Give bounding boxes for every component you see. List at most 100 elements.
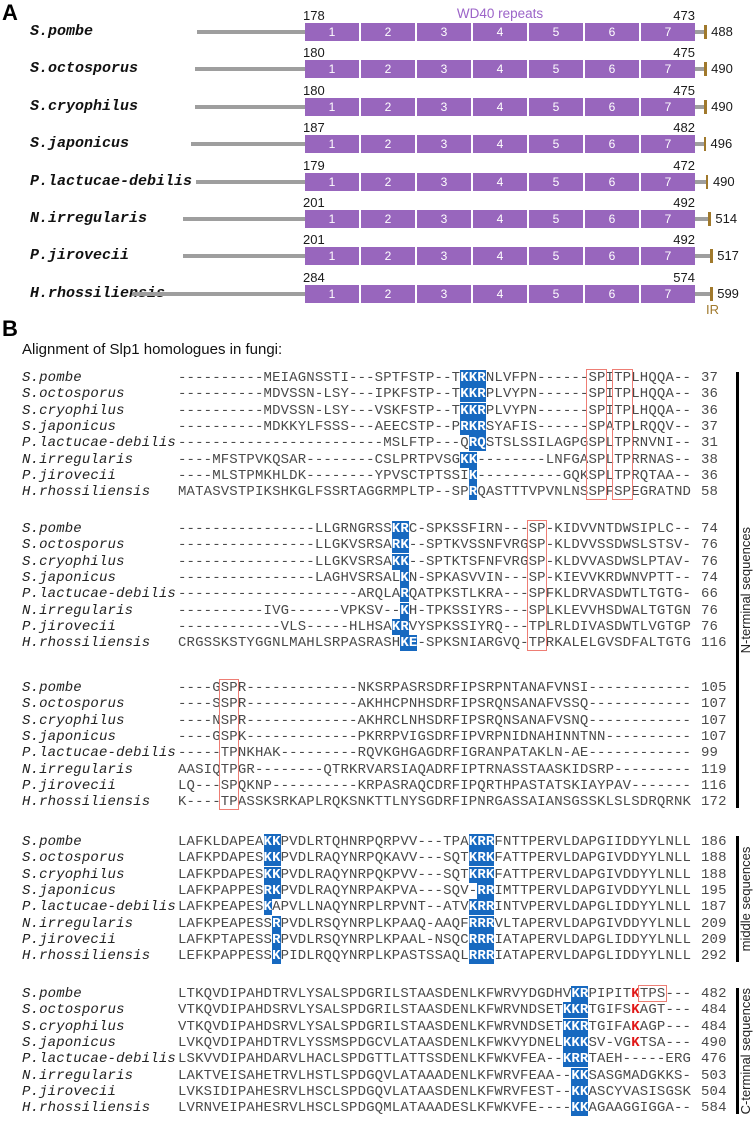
sequence-segment: FATTPERVLDAPGIVDDYYLNLL bbox=[494, 850, 692, 867]
alignment-row: S.japonicus LAFKPAPPESRKPVDLRAQYNRPAKPVA-… bbox=[0, 882, 754, 899]
tail-line bbox=[695, 67, 705, 72]
sequence-text: ----SSPR-------------AKHHCPNHSDRFIPSRQNS… bbox=[178, 696, 691, 712]
residue-number: 36 bbox=[701, 386, 719, 403]
sequence-segment: LAFKPEAPES bbox=[178, 899, 264, 916]
conserved-basic-residues: KK bbox=[571, 1067, 589, 1084]
sequence-segment: TGIFA bbox=[588, 1018, 632, 1035]
sequence-segment: VTKQVDIPAHDSRVLYSALSPDGRILSTAASDENLKFWRV… bbox=[178, 1018, 563, 1035]
alignment-row: P.jirovecii LAFKPTAPESSRPVDLRSQYNRPLKPAAL… bbox=[0, 931, 754, 948]
species-name: S.pombe bbox=[22, 986, 82, 1002]
species-name: S.japonicus bbox=[30, 135, 130, 153]
wd40-repeat-segment: 1 bbox=[305, 135, 359, 154]
sequence-text: ----MFSTPVKQSAR--------CSLPRTPVSGKK-----… bbox=[178, 451, 691, 468]
sequence-segment: ----GSPR-------------NKSRPASRSDRFIPSRPNT… bbox=[178, 680, 692, 696]
residue-number: 503 bbox=[701, 1067, 727, 1084]
sequence-segment: -----TPNKHAK---------RQVKGHGAGDRFIGRANPA… bbox=[178, 745, 692, 762]
tail-line bbox=[695, 291, 711, 296]
protein-backbone-line bbox=[182, 217, 305, 221]
sequence-segment: IATAPERVLDAPGLIDDYYLNLL bbox=[494, 948, 692, 965]
wd40-repeat-segment: 4 bbox=[473, 60, 527, 79]
sequence-text: ----GSPR-------------NKSRPASRSDRFIPSRPNT… bbox=[178, 680, 691, 696]
conserved-basic-residues: KKR bbox=[460, 386, 486, 403]
wd40-repeat-segment: 2 bbox=[361, 23, 415, 41]
wd40-repeat-segment: 7 bbox=[641, 23, 695, 41]
species-name: P.jirovecii bbox=[22, 777, 117, 794]
wd40-repeat-segment: 6 bbox=[585, 97, 639, 116]
species-name: P.lactucae-debilis bbox=[22, 586, 176, 603]
sequence-segment: ----------IVG------VPKSV-- bbox=[178, 602, 401, 619]
wd40-repeat-segment: 7 bbox=[641, 284, 695, 303]
protein-length-number: 490 bbox=[711, 61, 733, 77]
sequence-text: CRGSSKSTYGGNLMAHLSRPASRASHKE-SPKSNIARGVQ… bbox=[178, 635, 692, 652]
sequence-segment: LAFKPEAPESS bbox=[178, 915, 273, 932]
wd40-repeat-segment: 4 bbox=[473, 135, 527, 154]
residue-number: 76 bbox=[701, 602, 719, 619]
species-name: P.lactucae-debilis bbox=[22, 1051, 176, 1068]
conserved-basic-residues: R bbox=[468, 484, 478, 501]
sequence-segment: -SPKSNIARGVQ-TPRKALELGVSDFALTGTG bbox=[417, 635, 692, 652]
species-name: H.rhossiliensis bbox=[22, 1100, 151, 1117]
conserved-basic-residues: KRR bbox=[468, 834, 495, 850]
wd40-repeat-segment: 4 bbox=[473, 284, 527, 303]
wd40-repeat-segment: 5 bbox=[529, 247, 583, 266]
sequence-segment: --SPTKVSSNFVRGSP-KLDVVSSDWSLSTSV- bbox=[408, 537, 692, 554]
alignment-row: S.octosporus LAFKPDAPESKKPVDLRAQYNRPQKAVV… bbox=[0, 850, 754, 867]
region-side-label: C-terminal sequences bbox=[738, 987, 753, 1115]
sequence-text: LVKQVDIPAHDTRVLYSSMSPDGCVLATAASDENLKFWKV… bbox=[178, 1034, 691, 1051]
sequence-segment: IATAPERVLDAPGLIDDYYLNLL bbox=[494, 931, 692, 948]
alignment-row: P.jirovecii ------------VLS-----HLHSAKRVY… bbox=[0, 618, 754, 635]
sequence-segment: ----SSPR-------------AKHHCPNHSDRFIPSRQNS… bbox=[178, 696, 692, 713]
domain-end-number: 492 bbox=[673, 195, 695, 210]
alignment-row: H.rhossiliensis K----TPASSKSRKAPLRQKSNKTT… bbox=[0, 794, 754, 810]
sequence-text: ----------IVG------VPKSV--KH-TPKSSIYRS--… bbox=[178, 602, 691, 619]
sequence-segment: ----------MDVSSN-LSY---IPKFSTP--T bbox=[178, 386, 461, 403]
terminus-tick bbox=[704, 99, 707, 114]
sequence-text: ----------MDVSSN-LSY---VSKFSTP--TKKRPLVY… bbox=[178, 402, 691, 419]
wd40-repeat-segment: 2 bbox=[361, 135, 415, 154]
conserved-basic-residues: KK bbox=[460, 451, 478, 468]
sequence-text: ---------------------ARQLARQATPKSTLKRA--… bbox=[178, 586, 691, 603]
alignment-row: S.cryophilus ----NSPR-------------AKHRCLN… bbox=[0, 713, 754, 729]
residue-number: 292 bbox=[701, 948, 727, 965]
species-name: S.octosporus bbox=[30, 60, 139, 78]
species-name: S.pombe bbox=[22, 680, 82, 696]
terminus-tick bbox=[705, 174, 709, 189]
alignment-row: S.pombe LTKQVDIPAHDTRVLYSALSPDGRILSTAASDE… bbox=[0, 986, 754, 1002]
terminus-tick bbox=[710, 286, 713, 301]
conserved-basic-residues: K bbox=[263, 899, 273, 916]
residue-number: 31 bbox=[701, 435, 719, 452]
species-name: S.japonicus bbox=[22, 418, 117, 435]
species-name: S.octosporus bbox=[22, 850, 125, 867]
conserved-basic-residues: RK bbox=[263, 882, 281, 899]
residue-number: 490 bbox=[701, 1034, 727, 1051]
sequence-segment: AGAAGGIGGA-- bbox=[588, 1100, 692, 1117]
wd40-repeat-segment: 7 bbox=[641, 172, 695, 191]
conserved-basic-residues: KRR bbox=[562, 1051, 589, 1068]
conserved-basic-residues: RRR bbox=[468, 915, 495, 932]
terminus-tick bbox=[704, 62, 707, 77]
residue-number: 74 bbox=[701, 569, 719, 586]
sequence-segment: FATTPERVLDAPGIVDDYYLNLL bbox=[494, 866, 692, 883]
sequence-segment: FNTTPERVLDAPGIIDDYYLNLL bbox=[494, 834, 692, 850]
sequence-segment: LAFKPDAPES bbox=[178, 850, 264, 867]
species-name: S.cryophilus bbox=[22, 866, 125, 883]
species-name: S.japonicus bbox=[22, 569, 117, 586]
domain-start-number: 178 bbox=[303, 8, 325, 23]
residue-number: 74 bbox=[701, 521, 719, 537]
sequence-segment: ----MFSTPVKQSAR--------CSLPRTPVSG bbox=[178, 451, 461, 468]
sequence-segment: ----------------LAGHVSRSAL bbox=[178, 569, 401, 586]
sequence-segment: STSLSSILAGPGSPLTPRNVNI-- bbox=[485, 435, 692, 452]
sequence-text: ----NSPR-------------AKHRCLNHSDRFIPSRQNS… bbox=[178, 713, 691, 729]
wd40-repeat-segment: 3 bbox=[417, 210, 471, 228]
alignment-block: S.pombe LAFKLDAPEAKKPVDLRTQHNRPQRPVV---TP… bbox=[0, 834, 754, 965]
sequence-segment: LEFKPAPPESS bbox=[178, 948, 273, 965]
sequence-text: ----------------LAGHVSRSALKN-SPKASVVIN--… bbox=[178, 569, 691, 586]
protein-length-number: 599 bbox=[717, 285, 739, 301]
region-bracket-line bbox=[736, 988, 739, 1115]
sequence-segment: PLVYPN------SPITPLHQQA-- bbox=[485, 386, 692, 403]
